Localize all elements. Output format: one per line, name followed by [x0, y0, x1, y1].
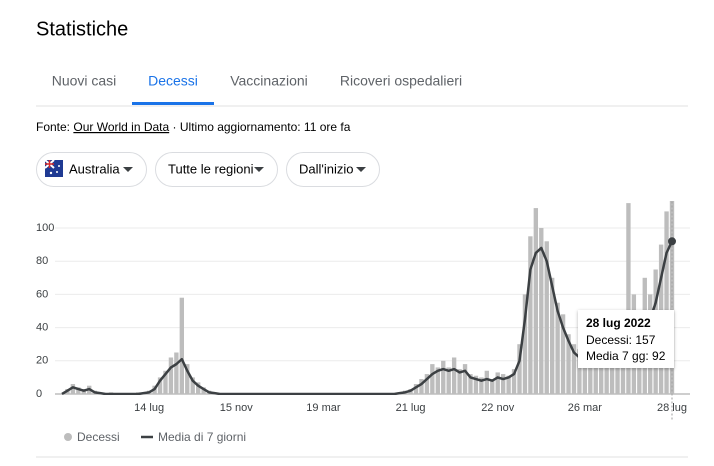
bar	[582, 344, 588, 394]
filter-label: Dall'inizio	[299, 161, 354, 176]
filter-button[interactable]	[36, 152, 147, 187]
legend-label: Decessi	[77, 430, 120, 444]
y-tick-label: 60	[36, 288, 48, 300]
bar	[588, 354, 593, 394]
filter-button[interactable]	[286, 152, 380, 187]
bar	[528, 236, 533, 394]
x-tick-label: 26 mar	[568, 402, 603, 414]
tab[interactable]: Decessi	[148, 73, 198, 89]
bar	[571, 344, 577, 394]
filter-button[interactable]	[155, 152, 278, 187]
tab[interactable]: Vaccinazioni	[230, 73, 308, 89]
filter-label: Tutte le regioni	[168, 161, 254, 176]
bar	[435, 367, 440, 394]
tooltip-row: Decessi: 157	[586, 333, 656, 347]
bar	[599, 347, 604, 394]
flag-icon	[44, 159, 63, 177]
bar	[473, 375, 479, 394]
bar	[185, 364, 190, 394]
dropdown-arrow	[356, 167, 366, 172]
tab[interactable]: Ricoveri ospedalieri	[340, 73, 462, 89]
bar	[533, 208, 539, 394]
bar	[76, 387, 81, 394]
bar	[664, 211, 669, 394]
x-tick-label: 28 lug	[657, 402, 687, 414]
bar	[174, 352, 179, 394]
active-tab-indicator	[132, 102, 214, 105]
bar	[462, 364, 468, 394]
y-tick-label: 20	[36, 355, 48, 367]
line	[61, 240, 674, 395]
tooltip	[578, 310, 674, 368]
bar	[457, 369, 462, 394]
bar	[201, 387, 206, 394]
bar	[539, 228, 544, 394]
bar	[555, 302, 560, 394]
x-tick-label: 21 lug	[396, 402, 426, 414]
source-text: Fonte: Our World in Data · Ultimo aggior…	[36, 120, 351, 134]
bar	[500, 374, 506, 394]
source-prefix: Fonte:	[36, 120, 70, 134]
y-tick-label: 100	[36, 222, 54, 234]
bar	[195, 382, 201, 394]
dropdown-arrow	[123, 167, 133, 172]
tooltip-row: Media 7 gg: 92	[586, 349, 666, 363]
dropdown-arrow	[254, 167, 264, 172]
bar	[168, 357, 174, 394]
tooltip-title: 28 lug 2022	[586, 316, 651, 330]
bar	[566, 334, 571, 394]
bar	[511, 369, 517, 394]
bar	[626, 203, 631, 394]
bar	[413, 384, 419, 394]
bar	[424, 374, 430, 394]
bar	[451, 357, 457, 394]
bar	[560, 314, 566, 394]
x-tick-label: 14 lug	[134, 402, 164, 414]
bar	[446, 367, 451, 394]
bar	[517, 344, 522, 394]
bar	[163, 370, 168, 394]
legend-label: Media di 7 giorni	[158, 430, 246, 444]
legend-swatch	[64, 433, 72, 441]
bar	[544, 241, 549, 394]
y-tick-label: 80	[36, 255, 48, 267]
x-tick-label: 19 mar	[306, 402, 341, 414]
bar	[484, 370, 489, 394]
x-tick-label: 15 nov	[220, 402, 254, 414]
source-link[interactable]: Our World in Data	[73, 120, 169, 134]
bar	[441, 360, 446, 394]
bar	[522, 294, 528, 394]
y-tick-label: 0	[36, 388, 42, 400]
bar	[495, 372, 500, 394]
bar	[179, 297, 184, 394]
bar	[157, 377, 163, 394]
bar	[577, 349, 582, 394]
bar	[490, 379, 495, 394]
bar	[190, 377, 195, 394]
x-tick-label: 22 nov	[481, 402, 515, 414]
bar	[479, 377, 484, 394]
y-tick-label: 40	[36, 322, 48, 334]
bar	[430, 364, 435, 394]
hover-dot	[668, 237, 676, 246]
bar	[468, 374, 473, 394]
bar	[419, 379, 424, 394]
page-title: Statistiche	[36, 18, 128, 40]
bar	[70, 384, 76, 394]
tab[interactable]: Nuovi casi	[52, 73, 117, 89]
bar	[550, 277, 555, 394]
source-suffix: · Ultimo aggiornamento: 11 ore fa	[173, 120, 351, 134]
bar	[506, 375, 511, 394]
filter-label: Australia	[69, 161, 120, 176]
